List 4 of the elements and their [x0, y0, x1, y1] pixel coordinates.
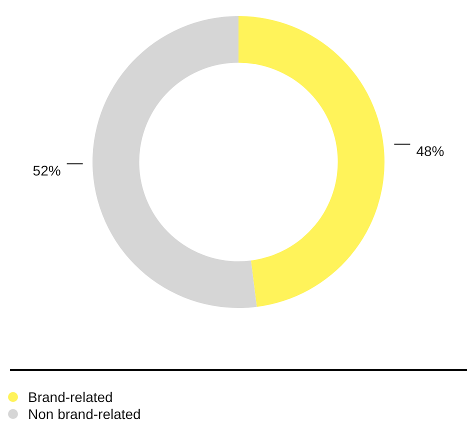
data-label: 52%	[32, 162, 61, 179]
legend-label: Non brand-related	[28, 406, 141, 422]
legend-label: Brand-related	[28, 388, 113, 404]
data-label: 48%	[416, 143, 444, 160]
